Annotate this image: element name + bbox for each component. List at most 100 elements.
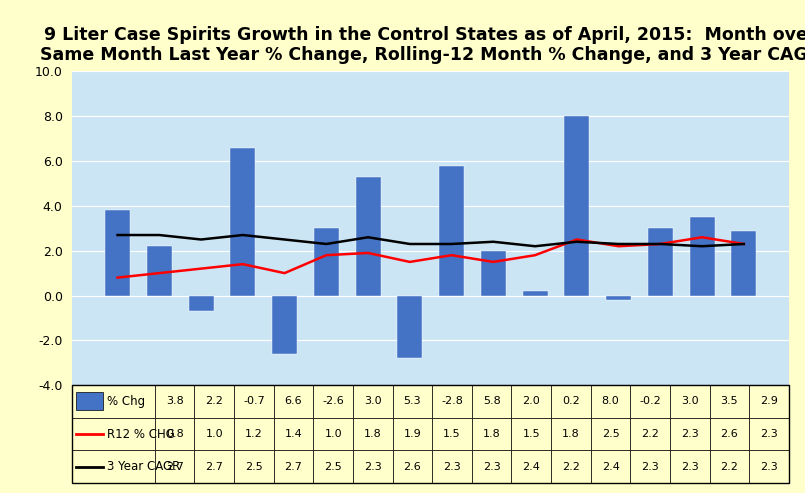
Bar [272,295,297,354]
Text: 1.0: 1.0 [324,429,342,439]
FancyBboxPatch shape [670,418,710,451]
FancyBboxPatch shape [749,451,789,483]
FancyBboxPatch shape [195,385,234,418]
Bar [648,228,673,295]
Text: 5.3: 5.3 [403,396,421,406]
Text: 0.8: 0.8 [166,429,184,439]
FancyBboxPatch shape [710,385,749,418]
Text: 1.8: 1.8 [364,429,382,439]
Text: 2.5: 2.5 [245,462,262,472]
Text: 2.3: 2.3 [642,462,659,472]
Text: 2.6: 2.6 [403,462,421,472]
FancyBboxPatch shape [353,418,393,451]
FancyBboxPatch shape [72,451,155,483]
FancyBboxPatch shape [274,451,313,483]
Text: 2.2: 2.2 [642,429,659,439]
Text: -2.8: -2.8 [441,396,463,406]
Text: 3 Year CAGR: 3 Year CAGR [107,460,180,473]
FancyBboxPatch shape [749,418,789,451]
Text: 0.2: 0.2 [562,396,580,406]
Text: % Chg: % Chg [107,395,145,408]
Text: 2.4: 2.4 [522,462,540,472]
FancyBboxPatch shape [313,418,353,451]
FancyBboxPatch shape [670,385,710,418]
FancyBboxPatch shape [591,418,630,451]
FancyBboxPatch shape [511,418,551,451]
FancyBboxPatch shape [551,451,591,483]
Text: 8.0: 8.0 [601,396,619,406]
FancyBboxPatch shape [432,418,472,451]
FancyBboxPatch shape [393,385,432,418]
FancyBboxPatch shape [313,451,353,483]
FancyBboxPatch shape [630,451,670,483]
Text: 1.8: 1.8 [562,429,580,439]
FancyBboxPatch shape [195,418,234,451]
FancyBboxPatch shape [72,385,155,418]
Text: 2.3: 2.3 [760,429,778,439]
Text: 2.5: 2.5 [324,462,342,472]
FancyBboxPatch shape [472,451,511,483]
Text: 1.4: 1.4 [285,429,303,439]
Bar [147,246,171,295]
FancyBboxPatch shape [274,385,313,418]
Bar [731,231,757,295]
Bar [356,177,381,295]
Text: 5.8: 5.8 [483,396,501,406]
FancyBboxPatch shape [511,451,551,483]
Bar [398,295,423,358]
Text: 3.8: 3.8 [166,396,184,406]
Bar [439,166,464,295]
Text: 1.5: 1.5 [522,429,540,439]
FancyBboxPatch shape [551,418,591,451]
FancyBboxPatch shape [76,392,103,411]
FancyBboxPatch shape [353,385,393,418]
Text: 2.7: 2.7 [205,462,223,472]
Bar [690,217,715,295]
Bar [314,228,339,295]
Text: 2.3: 2.3 [760,462,778,472]
FancyBboxPatch shape [551,385,591,418]
Text: 3.5: 3.5 [720,396,738,406]
FancyBboxPatch shape [511,385,551,418]
FancyBboxPatch shape [472,385,511,418]
Text: 2.4: 2.4 [601,462,620,472]
Text: 1.9: 1.9 [403,429,421,439]
Text: -2.6: -2.6 [322,396,344,406]
FancyBboxPatch shape [630,418,670,451]
Title: 9 Liter Case Spirits Growth in the Control States as of April, 2015:  Month over: 9 Liter Case Spirits Growth in the Contr… [40,26,805,65]
FancyBboxPatch shape [630,385,670,418]
Bar [230,148,255,295]
FancyBboxPatch shape [749,385,789,418]
Text: 2.7: 2.7 [285,462,303,472]
FancyBboxPatch shape [234,385,274,418]
Text: 3.0: 3.0 [364,396,382,406]
Bar [564,116,589,295]
FancyBboxPatch shape [155,451,195,483]
Text: 2.0: 2.0 [522,396,540,406]
Text: R12 % CHG: R12 % CHG [107,427,175,441]
FancyBboxPatch shape [72,418,155,451]
Text: 1.5: 1.5 [444,429,461,439]
FancyBboxPatch shape [155,385,195,418]
Bar [188,295,213,311]
Text: 2.6: 2.6 [720,429,738,439]
Text: 2.3: 2.3 [681,462,699,472]
Text: 2.9: 2.9 [760,396,778,406]
FancyBboxPatch shape [313,385,353,418]
FancyBboxPatch shape [710,418,749,451]
Text: 2.2: 2.2 [720,462,738,472]
Text: 6.6: 6.6 [285,396,303,406]
FancyBboxPatch shape [710,451,749,483]
Text: 1.2: 1.2 [245,429,262,439]
Text: 1.0: 1.0 [205,429,223,439]
Text: -0.7: -0.7 [243,396,265,406]
FancyBboxPatch shape [195,451,234,483]
FancyBboxPatch shape [432,451,472,483]
FancyBboxPatch shape [274,418,313,451]
FancyBboxPatch shape [234,418,274,451]
FancyBboxPatch shape [353,451,393,483]
Text: 2.3: 2.3 [483,462,501,472]
FancyBboxPatch shape [670,451,710,483]
Text: 2.5: 2.5 [601,429,619,439]
FancyBboxPatch shape [591,451,630,483]
